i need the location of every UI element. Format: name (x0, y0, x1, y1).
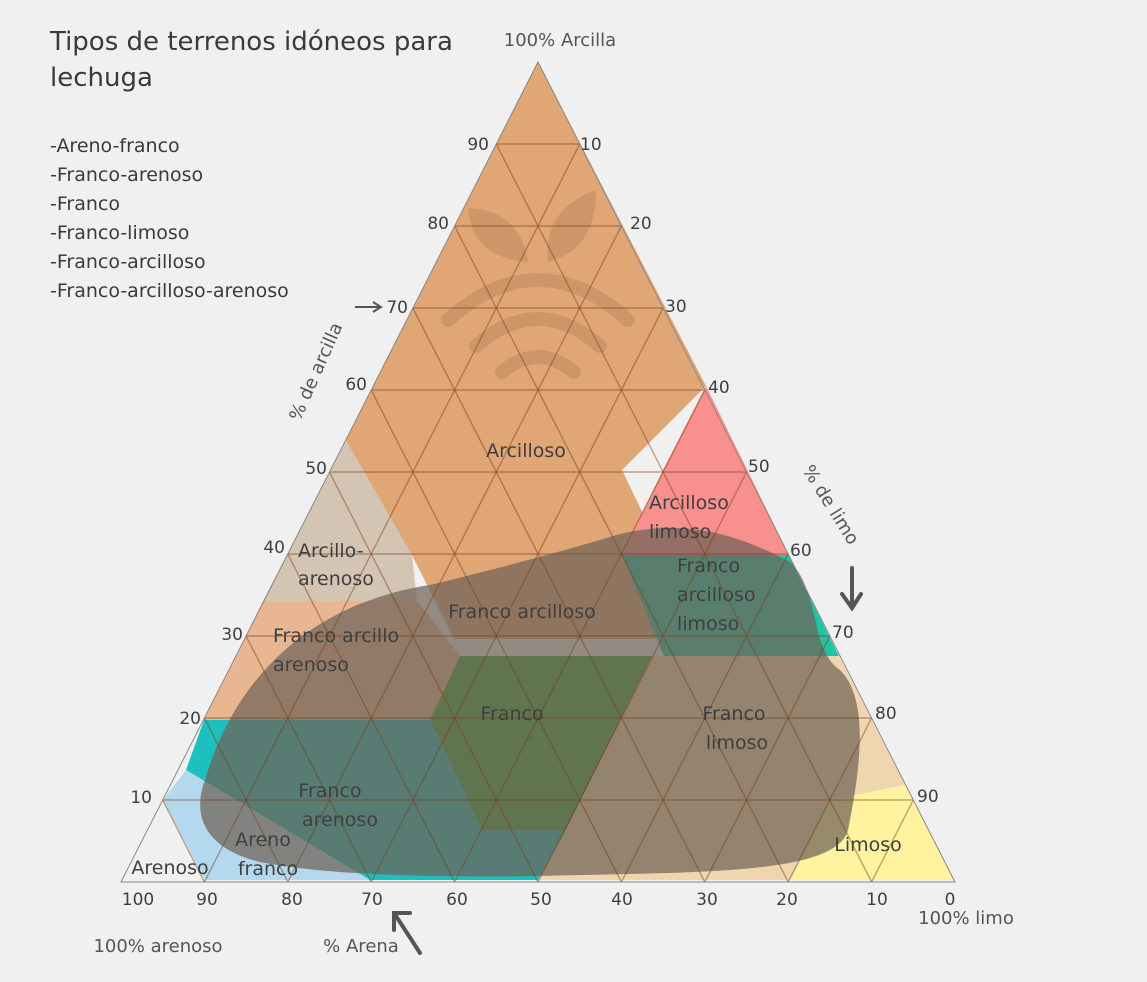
class-labels: Arcilloso Arcilloso limoso Arcillo- aren… (235, 440, 902, 880)
list-item: -Franco-arenoso (50, 164, 204, 186)
class-label-franco-limoso: Franco limoso (702, 703, 771, 754)
sand-tick-label: 10 (866, 890, 888, 910)
class-label-franco-arenoso: Franco arenoso (298, 780, 378, 831)
clay-tick-label: 90 (467, 135, 489, 155)
silt-tick-label: 10 (580, 135, 602, 155)
silt-tick-label: 70 (832, 623, 854, 643)
grid-line-silt (453, 389, 706, 883)
clay-tick-label: 80 (427, 214, 449, 234)
grid-line-silt (704, 635, 831, 883)
grid-line-silt (370, 307, 664, 883)
sand-tick-label: 30 (696, 890, 718, 910)
clay-tick-label: 50 (305, 459, 327, 479)
grid-line-sand (203, 717, 289, 883)
silt-tick-label: 50 (748, 457, 770, 477)
class-label-areno-franco: Areno franco (235, 829, 298, 880)
silt-corner-label: 100% limo (918, 908, 1014, 929)
silt-tick-label: 30 (665, 297, 687, 317)
clay-tick-label: 60 (345, 375, 367, 395)
watermark-logo (441, 190, 635, 379)
clay-tick-labels: 90 80 70 60 50 40 30 20 10 (130, 135, 489, 808)
list-item: -Franco-arcilloso-arenoso (50, 280, 289, 302)
sand-tick-label: 60 (446, 890, 468, 910)
class-label-limoso: Limoso (834, 834, 902, 856)
sand-tick-label: 40 (611, 890, 633, 910)
class-label-arcillo-arenoso: Arcillo- arenoso (298, 540, 374, 590)
sand-tick-label: 0 (945, 890, 956, 910)
silt-axis-title: % de limo (798, 462, 863, 549)
clay-tick-label: 70 (386, 298, 408, 318)
class-label-franco: Franco (480, 703, 543, 725)
list-item: -Franco-arcilloso (50, 251, 206, 273)
grid-line-silt (537, 471, 748, 883)
sand-tick-label: 50 (530, 890, 552, 910)
sand-tick-label: 90 (196, 890, 218, 910)
clay-tick-label: 10 (130, 788, 152, 808)
sand-corner-class-label: Arenoso (131, 857, 208, 879)
grid-line-silt (870, 799, 914, 883)
triangle-outline (120, 60, 956, 883)
grid-line-sand (245, 635, 372, 883)
grid-line-silt (287, 225, 623, 883)
grid-line-silt (787, 717, 873, 883)
list-item: -Areno-franco (50, 135, 180, 157)
sand-corner-label: 100% arenoso (93, 936, 222, 957)
suitable-soil-list: -Areno-franco -Franco-arenoso -Franco -F… (50, 132, 289, 306)
grid-line-sand (370, 389, 623, 883)
silt-tick-label: 90 (917, 787, 939, 807)
region-arcillo-arenoso (263, 440, 417, 601)
sand-tick-label: 20 (776, 890, 798, 910)
grid-line-sand (162, 799, 206, 883)
sand-tick-labels: 100 90 80 70 60 50 40 30 20 10 0 (122, 890, 956, 910)
clay-tick-label: 30 (221, 625, 243, 645)
suitable-area-overlay (200, 527, 860, 877)
sand-tick-label: 80 (281, 890, 303, 910)
triangle-grid (162, 143, 914, 883)
class-label-franco-arcilloso: Franco arcilloso (448, 601, 596, 623)
region-arcilloso (346, 62, 706, 555)
silt-tick-label: 40 (708, 378, 730, 398)
grid-line-sand (495, 143, 873, 883)
silt-tick-label: 20 (630, 214, 652, 234)
silt-tick-label: 80 (875, 704, 897, 724)
sand-tick-label: 100 (122, 890, 154, 910)
sand-axis-arrow (392, 911, 422, 955)
grid-line-silt (203, 143, 581, 883)
clay-tick-label: 20 (179, 709, 201, 729)
list-item: -Franco-limoso (50, 222, 190, 244)
region-arcilloso-limoso (622, 386, 789, 555)
silt-tick-labels: 10 20 30 40 50 60 70 80 90 (580, 135, 939, 807)
sand-axis-title: % Arena (323, 936, 399, 957)
grid-line-sand (287, 553, 456, 883)
clay-tick-label: 40 (263, 538, 285, 558)
clay-corner-label: 100% Arcilla (504, 30, 616, 51)
grid-line-sand (453, 225, 789, 883)
class-label-arcilloso-limoso: Arcilloso limoso (649, 492, 735, 543)
grid-line-silt (620, 553, 789, 883)
class-label-arcilloso: Arcilloso (486, 440, 566, 462)
silt-axis-arrow (840, 566, 863, 612)
grid-line-sand (412, 307, 706, 883)
clay-axis-title: % de arcilla (285, 320, 347, 424)
sand-tick-label: 70 (361, 890, 383, 910)
grid-line-sand (328, 471, 539, 883)
list-item: -Franco (50, 193, 120, 215)
page-title: Tipos de terrenos idóneos para lechuga (50, 27, 453, 93)
class-label-franco-arcilloso-limoso: Franco arcilloso limoso (677, 555, 762, 635)
silt-tick-label: 60 (790, 541, 812, 561)
clay-axis-arrow (355, 301, 383, 313)
class-label-franco-arcillo-arenoso: Franco arcillo arenoso (273, 625, 405, 676)
